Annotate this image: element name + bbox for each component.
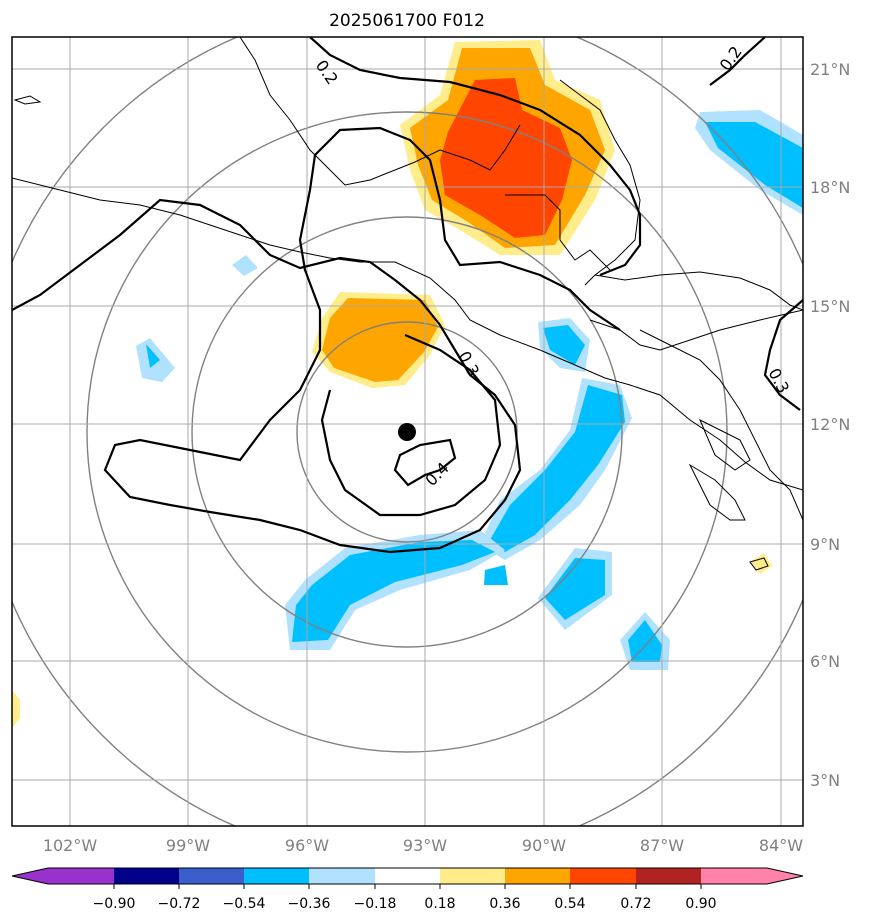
lon-label-84w: 84°W bbox=[759, 836, 803, 855]
positive-shading bbox=[12, 40, 772, 728]
colorbar-label-6: 0.18 bbox=[424, 896, 455, 912]
lon-label-99w: 99°W bbox=[166, 836, 210, 855]
island-east bbox=[749, 557, 769, 571]
coast-nicaragua bbox=[699, 418, 751, 471]
border-guatemala bbox=[505, 194, 611, 271]
graticule bbox=[12, 37, 803, 826]
lon-label-102w: 102°W bbox=[43, 836, 98, 855]
colorbar-outline bbox=[11, 867, 804, 885]
lon-label-96w: 96°W bbox=[285, 836, 329, 855]
range-ring-1 bbox=[296, 321, 518, 543]
colorbar-bin-10 bbox=[636, 868, 701, 884]
colorbar-bin-7 bbox=[440, 868, 505, 884]
contours bbox=[12, 37, 803, 554]
shade-small-se-core bbox=[628, 620, 662, 662]
map-area bbox=[12, 37, 803, 826]
colorbar-label-9: 0.72 bbox=[620, 896, 651, 912]
colorbar-bin-2 bbox=[114, 868, 179, 884]
negative-shading bbox=[136, 110, 803, 670]
colorbar: −0.90 −0.72 −0.54 −0.36 −0.18 0.18 0.36 … bbox=[11, 867, 804, 912]
colorbar-bin-11 bbox=[701, 868, 767, 884]
contour-0-4 bbox=[393, 438, 457, 487]
lat-label-12n: 12°N bbox=[810, 415, 850, 434]
colorbar-extend-left bbox=[12, 868, 48, 884]
longitude-labels: 102°W 99°W 96°W 93°W 90°W 87°W 84°W bbox=[43, 836, 803, 855]
colorbar-bin-3 bbox=[179, 868, 244, 884]
lat-label-15n: 15°N bbox=[810, 297, 850, 316]
colorbar-bin-6 bbox=[375, 868, 440, 884]
colorbar-label-8: 0.54 bbox=[554, 896, 585, 912]
lat-label-18n: 18°N bbox=[810, 178, 850, 197]
lat-label-9n: 9°N bbox=[810, 535, 840, 554]
island-w bbox=[13, 95, 42, 105]
colorbar-label-2: −0.72 bbox=[158, 896, 201, 912]
colorbar-label-7: 0.36 bbox=[489, 896, 520, 912]
coast-yucatan bbox=[559, 79, 641, 286]
contour-0-3-west bbox=[12, 126, 621, 554]
colorbar-label-4: −0.36 bbox=[288, 896, 331, 912]
shade-small-band bbox=[484, 565, 508, 585]
range-rings bbox=[12, 37, 803, 826]
lon-label-93w: 93°W bbox=[403, 836, 447, 855]
lon-label-87w: 87°W bbox=[640, 836, 684, 855]
shade-tiny-w bbox=[232, 255, 258, 276]
coast-caribbean-ca bbox=[639, 329, 803, 521]
range-ring-3 bbox=[86, 111, 728, 753]
shade-west-edge bbox=[12, 690, 20, 728]
map-frame bbox=[11, 36, 804, 827]
colorbar-bin-1 bbox=[48, 868, 114, 884]
colorbar-bin-9 bbox=[570, 868, 636, 884]
center-marker bbox=[398, 423, 416, 441]
range-ring-2 bbox=[191, 216, 623, 648]
coast-costa-rica bbox=[688, 463, 746, 521]
contour-0-2-ne bbox=[709, 37, 766, 86]
colorbar-bin-4 bbox=[244, 868, 309, 884]
latitude-labels: 21°N 18°N 15°N 12°N 9°N 6°N 3°N bbox=[810, 60, 850, 790]
colorbar-label-10: 0.90 bbox=[685, 896, 716, 912]
lon-label-90w: 90°W bbox=[522, 836, 566, 855]
coastlines bbox=[12, 37, 803, 571]
colorbar-label-5: −0.18 bbox=[354, 896, 397, 912]
coast-gulf-honduras bbox=[594, 271, 803, 311]
colorbar-extend-right bbox=[767, 868, 803, 884]
lat-label-3n: 3°N bbox=[810, 771, 840, 790]
contour-0-2-north bbox=[309, 37, 642, 277]
colorbar-bin-5 bbox=[309, 868, 375, 884]
shade-band-south-core bbox=[292, 540, 495, 642]
shade-band-east-core bbox=[490, 385, 625, 552]
shade-east-dot bbox=[750, 553, 772, 574]
shade-mid-core bbox=[322, 298, 438, 382]
colorbar-label-1: −0.90 bbox=[93, 896, 136, 912]
colorbar-bin-8 bbox=[505, 868, 570, 884]
shade-north-core bbox=[440, 78, 572, 238]
shade-gulf-core bbox=[543, 325, 585, 365]
lat-label-6n: 6°N bbox=[810, 652, 840, 671]
shade-small-w-core bbox=[146, 344, 160, 368]
shade-sq-core bbox=[545, 558, 605, 620]
colorbar-label-3: −0.54 bbox=[223, 896, 266, 912]
coast-mexico-pacific bbox=[239, 37, 521, 186]
contour-0-3-east bbox=[763, 299, 803, 411]
lat-label-21n: 21°N bbox=[810, 60, 850, 79]
contour-0-3-inner-loop bbox=[320, 333, 502, 517]
figure-title: 2025061700 F012 bbox=[329, 11, 485, 31]
colorbar-ticks bbox=[113, 884, 702, 889]
border-ca bbox=[589, 309, 803, 351]
coast-mexico-south bbox=[12, 177, 803, 491]
